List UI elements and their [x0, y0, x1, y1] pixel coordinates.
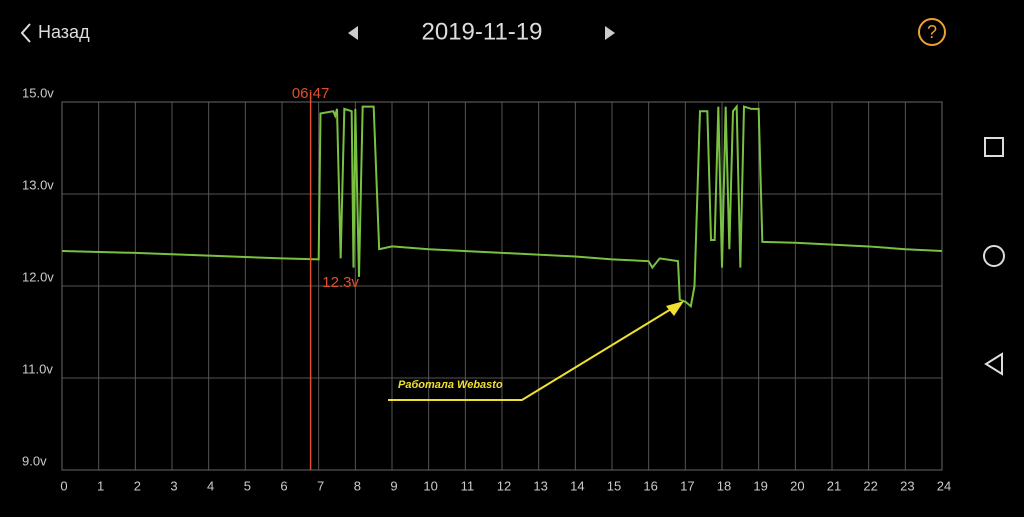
- home[interactable]: [983, 245, 1005, 267]
- x-tick-label: 6: [280, 478, 287, 493]
- voltage-line: [61, 103, 943, 309]
- x-tick-label: 2: [134, 478, 141, 493]
- x-tick-label: 4: [207, 478, 214, 493]
- x-tick-label: 5: [244, 478, 251, 493]
- nav-back[interactable]: [984, 352, 1003, 376]
- cursor-time: 06:47: [292, 85, 330, 102]
- x-tick-label: 1: [97, 478, 104, 493]
- x-tick-label: 9: [390, 478, 397, 493]
- x-tick-label: 13: [533, 478, 547, 493]
- date: 2019-11-19: [422, 18, 543, 45]
- y-tick-label: 15.0v: [22, 85, 54, 100]
- cursor-value: 12.3v: [322, 274, 359, 291]
- x-tick-label: 7: [317, 478, 324, 493]
- x-tick-label: 24: [937, 478, 951, 493]
- x-tick-label: 11: [461, 478, 475, 493]
- x-tick-label: 19: [753, 478, 767, 493]
- x-tick-label: 21: [827, 478, 841, 493]
- help-icon: ?: [927, 22, 937, 42]
- back-icon[interactable]: [20, 23, 31, 43]
- help-button[interactable]: [918, 18, 946, 46]
- x-tick-label: 12: [497, 478, 511, 493]
- x-tick-label: 3: [170, 478, 177, 493]
- x-tick-label: 22: [863, 478, 877, 493]
- next-day[interactable]: [605, 26, 615, 40]
- y-tick-label: 9.0v: [22, 453, 47, 468]
- annotation-arrow: [388, 305, 677, 401]
- y-tick-label: 13.0v: [22, 177, 54, 192]
- plot-border: [61, 101, 943, 471]
- x-tick-label: 18: [717, 478, 731, 493]
- x-tick-label: 10: [423, 478, 437, 493]
- x-tick-label: 14: [570, 478, 584, 493]
- y-tick-label: 11.0v: [22, 361, 53, 376]
- recent-apps[interactable]: [984, 137, 1004, 157]
- back-button[interactable]: Назад: [38, 22, 90, 42]
- x-tick-label: 16: [643, 478, 657, 493]
- x-tick-label: 17: [680, 478, 694, 493]
- x-tick-label: 23: [900, 478, 914, 493]
- x-tick-label: 15: [607, 478, 621, 493]
- prev-day[interactable]: [348, 26, 358, 40]
- annotation: Работала Webasto: [398, 379, 503, 391]
- x-tick-label: 20: [790, 478, 804, 493]
- y-tick-label: 12.0v: [22, 269, 54, 284]
- arrow-head: [666, 301, 684, 316]
- x-tick-label: 8: [354, 478, 361, 493]
- x-tick-label: 0: [60, 478, 67, 493]
